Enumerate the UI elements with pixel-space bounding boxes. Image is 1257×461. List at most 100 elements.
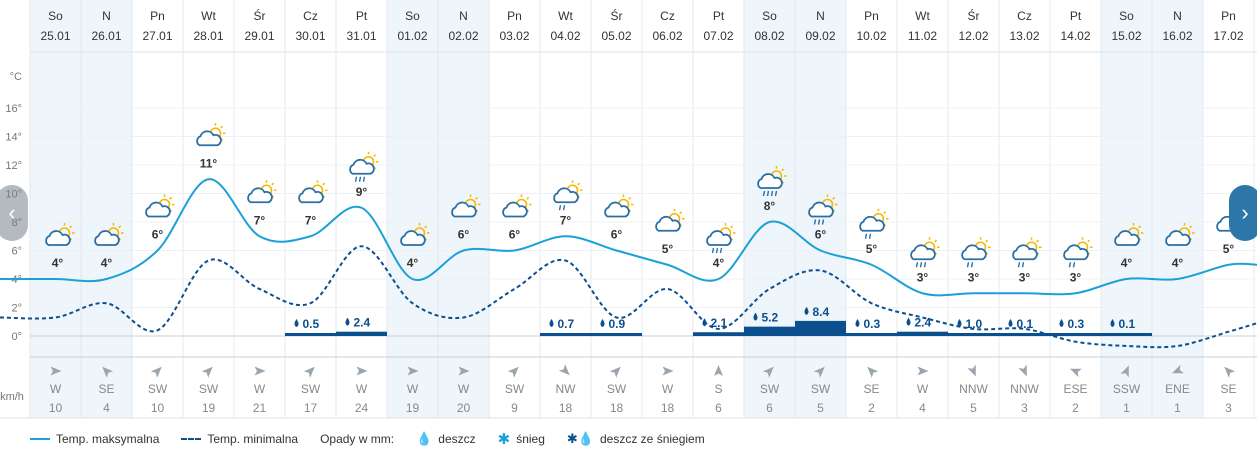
date-label: 11.02 [908, 29, 937, 43]
wind-speed: 21 [253, 401, 267, 415]
rain-streak [562, 205, 566, 211]
day-of-week: Wt [915, 9, 930, 23]
precip-label-group: 2.4 [906, 316, 932, 330]
dashed-line-icon [181, 438, 202, 440]
wind-direction: W [917, 382, 929, 396]
raindrop-icon [600, 319, 605, 327]
wind-arrow-icon [967, 364, 976, 377]
arrow-shape [507, 366, 519, 378]
cloud-shape [45, 230, 71, 246]
max-temp-label: 4° [52, 256, 64, 270]
cloud-shape [400, 230, 426, 246]
partly-cloudy-icon [400, 223, 430, 246]
day-of-week: Pt [356, 9, 368, 23]
sun-ray [1087, 239, 1091, 243]
cloud-shape [196, 130, 222, 147]
wind-speed: 9 [511, 401, 518, 415]
wind-arrow-icon [303, 366, 315, 378]
date-label: 31.01 [346, 29, 376, 43]
rain-streak [558, 205, 562, 211]
partly-cloudy-icon [451, 194, 481, 218]
date-label: 08.02 [754, 29, 784, 43]
sun-ray [1036, 239, 1040, 243]
legend-rain: 💧 deszcz [416, 431, 476, 447]
date-label: 25.01 [40, 29, 70, 43]
max-temp-label: 6° [611, 228, 623, 242]
heavy-rain-icon [757, 166, 787, 197]
wind-arrow-icon [558, 364, 570, 376]
legend-sleet-label: deszcz ze śniegiem [600, 432, 705, 446]
wind-direction: SW [760, 382, 780, 396]
max-temp-line [0, 178, 1257, 297]
wind-arrow-icon [1224, 366, 1236, 378]
wind-arrow-icon [150, 366, 162, 378]
wind-speed: 2 [1072, 401, 1079, 415]
arrow-shape [1224, 366, 1236, 378]
raindrop-icon [906, 317, 911, 326]
min-temp-line [0, 245, 1257, 349]
day-of-week: Cz [660, 9, 675, 23]
wind-arrow-icon [1018, 364, 1027, 377]
wind-speed: 4 [103, 401, 110, 415]
precip-value: 0.3 [864, 317, 881, 331]
y-tick-label: 12° [5, 160, 22, 172]
date-label: 26.01 [91, 29, 121, 43]
legend-max-label: Temp. maksymalna [56, 432, 160, 446]
day-of-week: Pn [1221, 9, 1236, 23]
wind-direction: S [714, 382, 722, 396]
wind-arrow-icon [356, 366, 368, 376]
date-label: 16.02 [1162, 29, 1192, 43]
max-temp-label: 3° [917, 270, 929, 284]
cloud-shape [604, 201, 630, 218]
date-label: 15.02 [1111, 29, 1141, 43]
snowflake-icon: ✱ [497, 431, 511, 448]
cloud-shape [145, 201, 171, 218]
max-temp-label: 6° [152, 228, 164, 242]
wind-speed: 6 [715, 401, 722, 415]
rain-streak [868, 233, 872, 239]
arrow-shape [714, 365, 723, 376]
partly-cloudy-icon [655, 208, 685, 232]
arrow-shape [1069, 368, 1082, 378]
y-tick-label: 14° [5, 132, 22, 144]
wind-arrow-icon [1120, 365, 1129, 378]
date-label: 05.02 [601, 29, 631, 43]
rain-icon [349, 151, 379, 182]
legend-precip-label: Opady w mm: [320, 432, 395, 446]
precip-bar [1101, 333, 1152, 336]
rain-streak [966, 262, 970, 268]
weekend-column-bg [387, 0, 438, 418]
sun-ray [69, 225, 73, 229]
arrow-shape [150, 366, 162, 378]
legend-max-temp: Temp. maksymalna [30, 432, 159, 446]
wind-arrow-icon [662, 366, 674, 376]
wind-direction: NW [556, 382, 577, 396]
rain-streak [362, 176, 366, 182]
arrow-shape [813, 366, 825, 378]
cloud-shape [553, 187, 579, 204]
wind-speed: 1 [1123, 401, 1130, 415]
arrow-shape [407, 366, 419, 376]
rain-streak [1068, 262, 1072, 268]
max-temp-label: 5° [1223, 242, 1235, 256]
cloud-shape [247, 187, 273, 204]
wind-direction: NNW [1010, 382, 1039, 396]
y-tick-label: 6° [11, 246, 22, 258]
raindrop-icon [855, 319, 860, 327]
day-of-week: Cz [303, 9, 318, 23]
light-rain-icon [1012, 237, 1042, 268]
max-temp-label: 7° [560, 213, 572, 227]
sun-ray [169, 196, 173, 200]
precip-value: 0.1 [1017, 317, 1034, 331]
max-temp-label: 8° [764, 199, 776, 213]
next-arrow-button[interactable]: › [1229, 185, 1257, 241]
wind-direction: W [50, 382, 62, 396]
wind-arrow-icon [1069, 368, 1082, 378]
max-temp-label: 7° [305, 213, 317, 227]
day-of-week: Pt [1070, 9, 1082, 23]
date-label: 17.02 [1213, 29, 1243, 43]
previous-arrow-button[interactable]: ‹ [0, 185, 28, 241]
rain-streak [1017, 262, 1021, 268]
max-temp-label: 4° [1121, 256, 1133, 270]
